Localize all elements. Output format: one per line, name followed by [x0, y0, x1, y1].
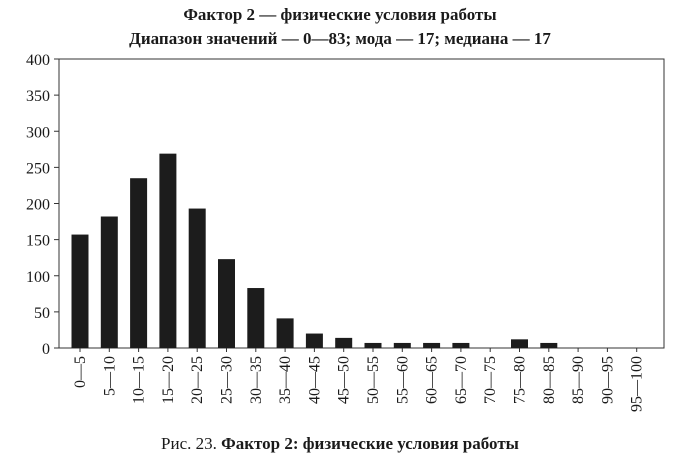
chart-subtitle: Диапазон значений — 0—83; мода — 17; мед… — [129, 29, 551, 48]
x-tick-label: 75—80 — [512, 356, 529, 404]
caption-text: Фактор 2: физические условия работы — [221, 434, 519, 453]
x-tick-label: 65—70 — [453, 356, 470, 404]
y-tick-label: 0 — [42, 341, 50, 358]
x-tick-label: 30—35 — [248, 356, 265, 404]
bar — [159, 153, 177, 348]
x-tick-label: 80—85 — [541, 356, 558, 404]
x-tick-label: 15—20 — [160, 356, 177, 404]
x-tick-label: 55—60 — [394, 356, 411, 404]
bar — [540, 342, 558, 348]
y-tick-label: 400 — [26, 52, 50, 69]
y-tick-label: 250 — [26, 160, 50, 177]
bar — [393, 342, 411, 348]
bar — [305, 333, 323, 348]
bar — [276, 318, 294, 348]
x-tick-label: 10—15 — [131, 356, 148, 404]
bar — [71, 234, 89, 348]
bar — [364, 342, 382, 348]
x-tick-label: 35—40 — [277, 356, 294, 404]
x-tick-label: 50—55 — [365, 356, 382, 404]
caption-number: Рис. 23. — [161, 434, 217, 453]
x-tick-label: 85—90 — [570, 356, 587, 404]
x-tick-label: 25—30 — [219, 356, 236, 404]
bar — [247, 288, 265, 348]
chart-title: Фактор 2 — физические условия работы — [183, 5, 497, 24]
bar — [335, 337, 353, 348]
bar — [100, 216, 118, 348]
y-tick-label: 200 — [26, 197, 50, 214]
x-tick-label: 70—75 — [482, 356, 499, 404]
x-tick-label: 95—100 — [629, 356, 646, 412]
bar — [218, 259, 235, 348]
y-tick-label: 350 — [26, 88, 50, 105]
x-tick-label: 0—5 — [72, 356, 89, 388]
plot-frame — [58, 58, 665, 349]
y-tick-label: 50 — [34, 305, 50, 322]
x-tick-label: 90—95 — [599, 356, 616, 404]
y-tick-label: 150 — [26, 233, 50, 250]
bar — [423, 342, 441, 348]
y-tick-label: 100 — [26, 269, 50, 286]
bar — [188, 208, 206, 348]
x-tick-label: 20—25 — [189, 356, 206, 404]
x-tick-label: 5—10 — [101, 356, 118, 396]
x-tick-label: 60—65 — [424, 356, 441, 404]
x-tick-label: 45—50 — [336, 356, 353, 404]
y-tick-label: 300 — [26, 124, 50, 141]
bar — [511, 339, 528, 348]
bar — [130, 178, 148, 348]
x-tick-label: 40—45 — [306, 356, 323, 404]
figure-caption: Рис. 23. Фактор 2: физические условия ра… — [0, 434, 680, 454]
bar — [452, 342, 470, 348]
